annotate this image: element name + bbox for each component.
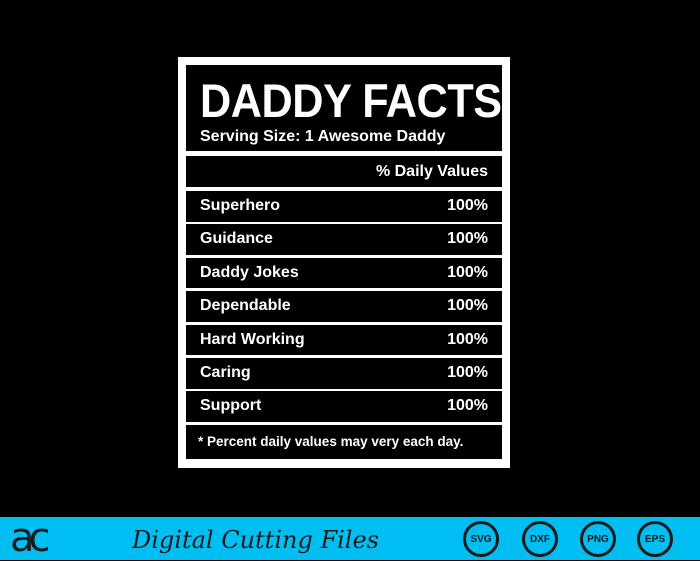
- nutrient-value: 100%: [447, 297, 488, 315]
- serving-size: Serving Size: 1 Awesome Daddy: [200, 128, 446, 145]
- label-title: DADDY FACTS: [200, 74, 502, 127]
- nutrient-row: Superhero 100%: [186, 191, 502, 222]
- nutrient-name: Support: [200, 397, 262, 415]
- footnote: * Percent daily values may very each day…: [198, 434, 464, 449]
- format-badge-dxf: DXF: [522, 521, 558, 557]
- nutrient-value: 100%: [447, 397, 488, 415]
- nutrient-row: Dependable 100%: [186, 291, 502, 322]
- nutrient-row: Caring 100%: [186, 358, 502, 389]
- nutrient-row: Support 100%: [186, 391, 502, 422]
- title-block: DADDY FACTS Serving Size: 1 Awesome Dadd…: [186, 65, 502, 151]
- nutrient-value: 100%: [447, 197, 488, 214]
- nutrient-name: Daddy Jokes: [200, 263, 299, 281]
- daily-values-label: % Daily Values: [375, 163, 488, 180]
- nutrient-value: 100%: [447, 330, 488, 348]
- format-badge-eps: EPS: [637, 521, 673, 557]
- nutrient-row: Guidance 100%: [186, 224, 502, 255]
- nutrient-name: Guidance: [200, 230, 273, 248]
- nutrient-name: Dependable: [200, 297, 291, 315]
- nutrient-name: Hard Working: [200, 330, 305, 348]
- brand-logo: ac: [10, 515, 51, 561]
- nutrient-row: Hard Working 100%: [186, 324, 502, 356]
- footnote-block: * Percent daily values may very each day…: [186, 425, 502, 459]
- nutrient-name: Superhero: [200, 197, 281, 214]
- format-badge-svg: SVG: [463, 521, 499, 557]
- daily-values-header: % Daily Values: [186, 156, 502, 187]
- nutrient-value: 100%: [447, 230, 488, 248]
- brand-name: Digital Cutting Files: [132, 526, 379, 554]
- brand-banner: ac Digital Cutting Files SVG DXF PNG EPS: [0, 517, 700, 560]
- nutrient-value: 100%: [447, 263, 488, 281]
- format-badge-png: PNG: [580, 521, 616, 557]
- nutrient-row: Daddy Jokes 100%: [186, 257, 502, 289]
- nutrition-label: DADDY FACTS Serving Size: 1 Awesome Dadd…: [178, 57, 510, 468]
- nutrient-value: 100%: [447, 364, 488, 381]
- nutrient-name: Caring: [200, 364, 251, 381]
